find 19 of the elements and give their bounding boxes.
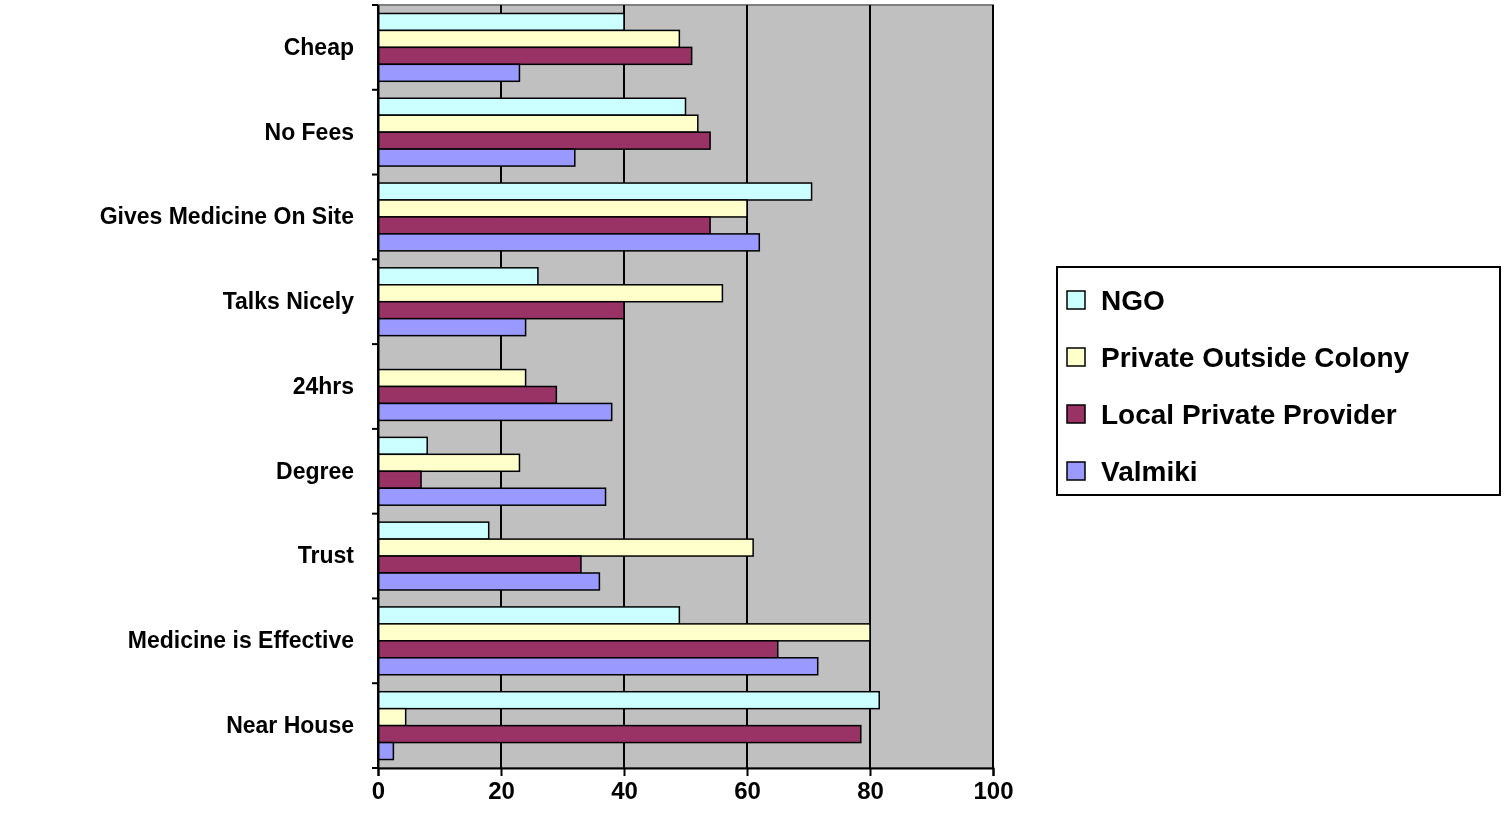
legend-label: NGO — [1101, 285, 1165, 317]
y-tick-label: 24hrs — [292, 372, 354, 399]
x-tick-label: 20 — [488, 777, 515, 805]
legend-label: Valmiki — [1101, 456, 1198, 488]
y-tick-label: Degree — [276, 457, 354, 484]
y-tick-label: No Fees — [264, 118, 354, 145]
y-tick-label: Cheap — [283, 33, 354, 60]
x-tick-label: 40 — [611, 777, 638, 805]
legend-label: Private Outside Colony — [1101, 342, 1410, 374]
y-tick-label: Talks Nicely — [222, 288, 355, 315]
legend-label: Local Private Provider — [1101, 399, 1397, 431]
y-tick-label: Gives Medicine On Site — [99, 203, 354, 230]
y-tick-label: Medicine is Effective — [127, 627, 354, 654]
x-tick-label: 80 — [857, 777, 884, 805]
y-tick-label: Near House — [226, 711, 354, 738]
x-tick-label: 100 — [973, 777, 1014, 805]
x-tick-label: 0 — [371, 777, 386, 805]
x-tick-label: 60 — [734, 777, 761, 805]
y-tick-label: Trust — [297, 542, 355, 569]
